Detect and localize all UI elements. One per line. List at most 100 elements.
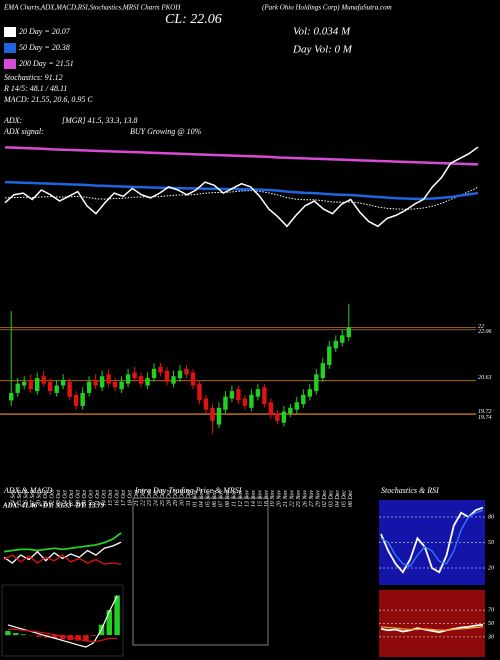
- candle-body: [314, 374, 319, 392]
- volume-label: Vol: 0.034 M: [293, 26, 351, 38]
- histogram-bar: [12, 633, 19, 636]
- candle-body: [327, 346, 332, 366]
- x-tick-label: 02 Dec: [322, 490, 328, 507]
- adx-signal-label: ADX signal:: [3, 127, 44, 136]
- y-tick-label: 22: [478, 324, 484, 330]
- x-tick-label: 06 Dec: [348, 490, 354, 507]
- y-tick-label: 30: [487, 634, 494, 640]
- x-tick-label: 19 Nov: [270, 490, 276, 508]
- candle-body: [119, 381, 124, 390]
- x-tick-label: 08 Oct: [76, 490, 82, 506]
- histogram-bar: [106, 610, 113, 636]
- y-tick-label: 70: [488, 607, 494, 613]
- candle-body: [268, 402, 274, 416]
- close-label: CL: 22.06: [165, 12, 222, 27]
- candle-body: [223, 396, 228, 410]
- candle-body: [307, 389, 313, 397]
- candle-body: [106, 374, 111, 384]
- x-tick-label: 29 Nov: [316, 490, 322, 508]
- candle-body: [67, 381, 72, 397]
- legend-swatch: [4, 59, 16, 69]
- stochastics-label: Stochastics: 91.12: [4, 73, 63, 82]
- candle-body: [125, 374, 131, 384]
- legend-label: 200 Day = 21.51: [19, 59, 74, 68]
- day-volume-label: Day Vol: 0 M: [292, 44, 353, 56]
- candle-body: [73, 394, 79, 406]
- rsi-label: R 14/5: 48.1 / 48.11: [3, 84, 67, 93]
- candle-body: [112, 381, 118, 388]
- candle-body: [236, 389, 241, 401]
- x-tick-label: 14 Oct: [100, 490, 107, 506]
- candle-body: [22, 381, 27, 386]
- candle-body: [28, 379, 33, 390]
- y-tick-label: 19.72: [478, 409, 492, 415]
- panel-background: [2, 512, 123, 580]
- panel-frame: [132, 497, 269, 646]
- indicator-line: [380, 626, 484, 631]
- y-tick-label: 50: [488, 540, 494, 546]
- candle-body: [262, 387, 267, 405]
- y-tick-label: 22.06: [478, 329, 492, 335]
- x-tick-label: 30 Sep: [37, 490, 43, 507]
- candle-body: [158, 366, 163, 373]
- ma-line: [4, 180, 479, 201]
- candle-body: [346, 327, 351, 338]
- candle-body: [275, 413, 280, 421]
- candle-body: [35, 378, 40, 392]
- ma-line: [4, 146, 479, 166]
- indicator-line: [380, 506, 484, 574]
- histogram-bar: [51, 635, 58, 639]
- candle-body: [210, 407, 215, 421]
- legend-swatch: [4, 27, 16, 37]
- candle-body: [47, 381, 53, 392]
- candle-body: [132, 372, 137, 379]
- candle-body: [301, 394, 306, 405]
- candle-body: [171, 376, 176, 384]
- candle-body: [151, 368, 157, 379]
- legend-label: 50 Day = 20.38: [19, 43, 70, 52]
- y-tick-label: 50: [488, 621, 494, 627]
- histogram-bar: [75, 635, 81, 641]
- candle-body: [41, 376, 46, 384]
- histogram-bar: [20, 634, 27, 636]
- x-tick-label: 07 Oct: [69, 490, 75, 506]
- page-title: (Park Ohio Holdings Corp) MunafaSutra.co…: [262, 4, 392, 12]
- x-tick-label: 16 Oct: [114, 490, 120, 506]
- candle-body: [203, 398, 209, 410]
- x-tick-label: 18 Oct: [127, 490, 133, 506]
- indicator-line: [380, 509, 484, 568]
- y-tick-label: 80: [488, 514, 494, 520]
- candle-body: [164, 370, 170, 382]
- histogram-bar: [59, 635, 66, 640]
- indicator-line: [380, 623, 484, 634]
- x-tick-label: 10 Oct: [89, 490, 95, 506]
- candle-body: [249, 394, 254, 408]
- candle-body: [145, 378, 150, 386]
- candle-body: [184, 368, 189, 375]
- histogram-bar: [5, 630, 11, 636]
- panel-annotation: ADX: 41.46 +DY: 33.33 -DY: 13.79: [2, 502, 105, 510]
- panel-title: Stochastics & RSI: [381, 486, 439, 495]
- histogram-bar: [114, 595, 120, 636]
- candle-body: [333, 340, 338, 349]
- x-tick-label: 26 Nov: [303, 490, 309, 508]
- x-tick-label: 27 Sep: [30, 490, 36, 506]
- candle-body: [216, 407, 222, 425]
- candle-body: [99, 376, 105, 388]
- candle-body: [138, 376, 144, 384]
- adx-label: ADX:: [3, 116, 23, 125]
- macd-line: [7, 628, 118, 643]
- histogram-bar: [83, 635, 89, 641]
- x-tick-label: 27 Nov: [309, 490, 315, 508]
- candle-body: [9, 392, 14, 401]
- panel-title: ADX & MACD: [3, 486, 53, 495]
- legend-label: 20 Day = 20.07: [19, 27, 71, 36]
- y-tick-label: 20: [488, 565, 494, 571]
- indicator-line: [3, 554, 122, 566]
- y-tick-label: 19.74: [478, 414, 492, 421]
- indicator-line: [3, 541, 122, 564]
- candle-body: [86, 381, 92, 393]
- macd-label: MACD: 21.55, 20.6, 0.95 C: [3, 95, 93, 104]
- x-tick-label: 03 Dec: [329, 490, 335, 507]
- candle-body: [60, 379, 66, 386]
